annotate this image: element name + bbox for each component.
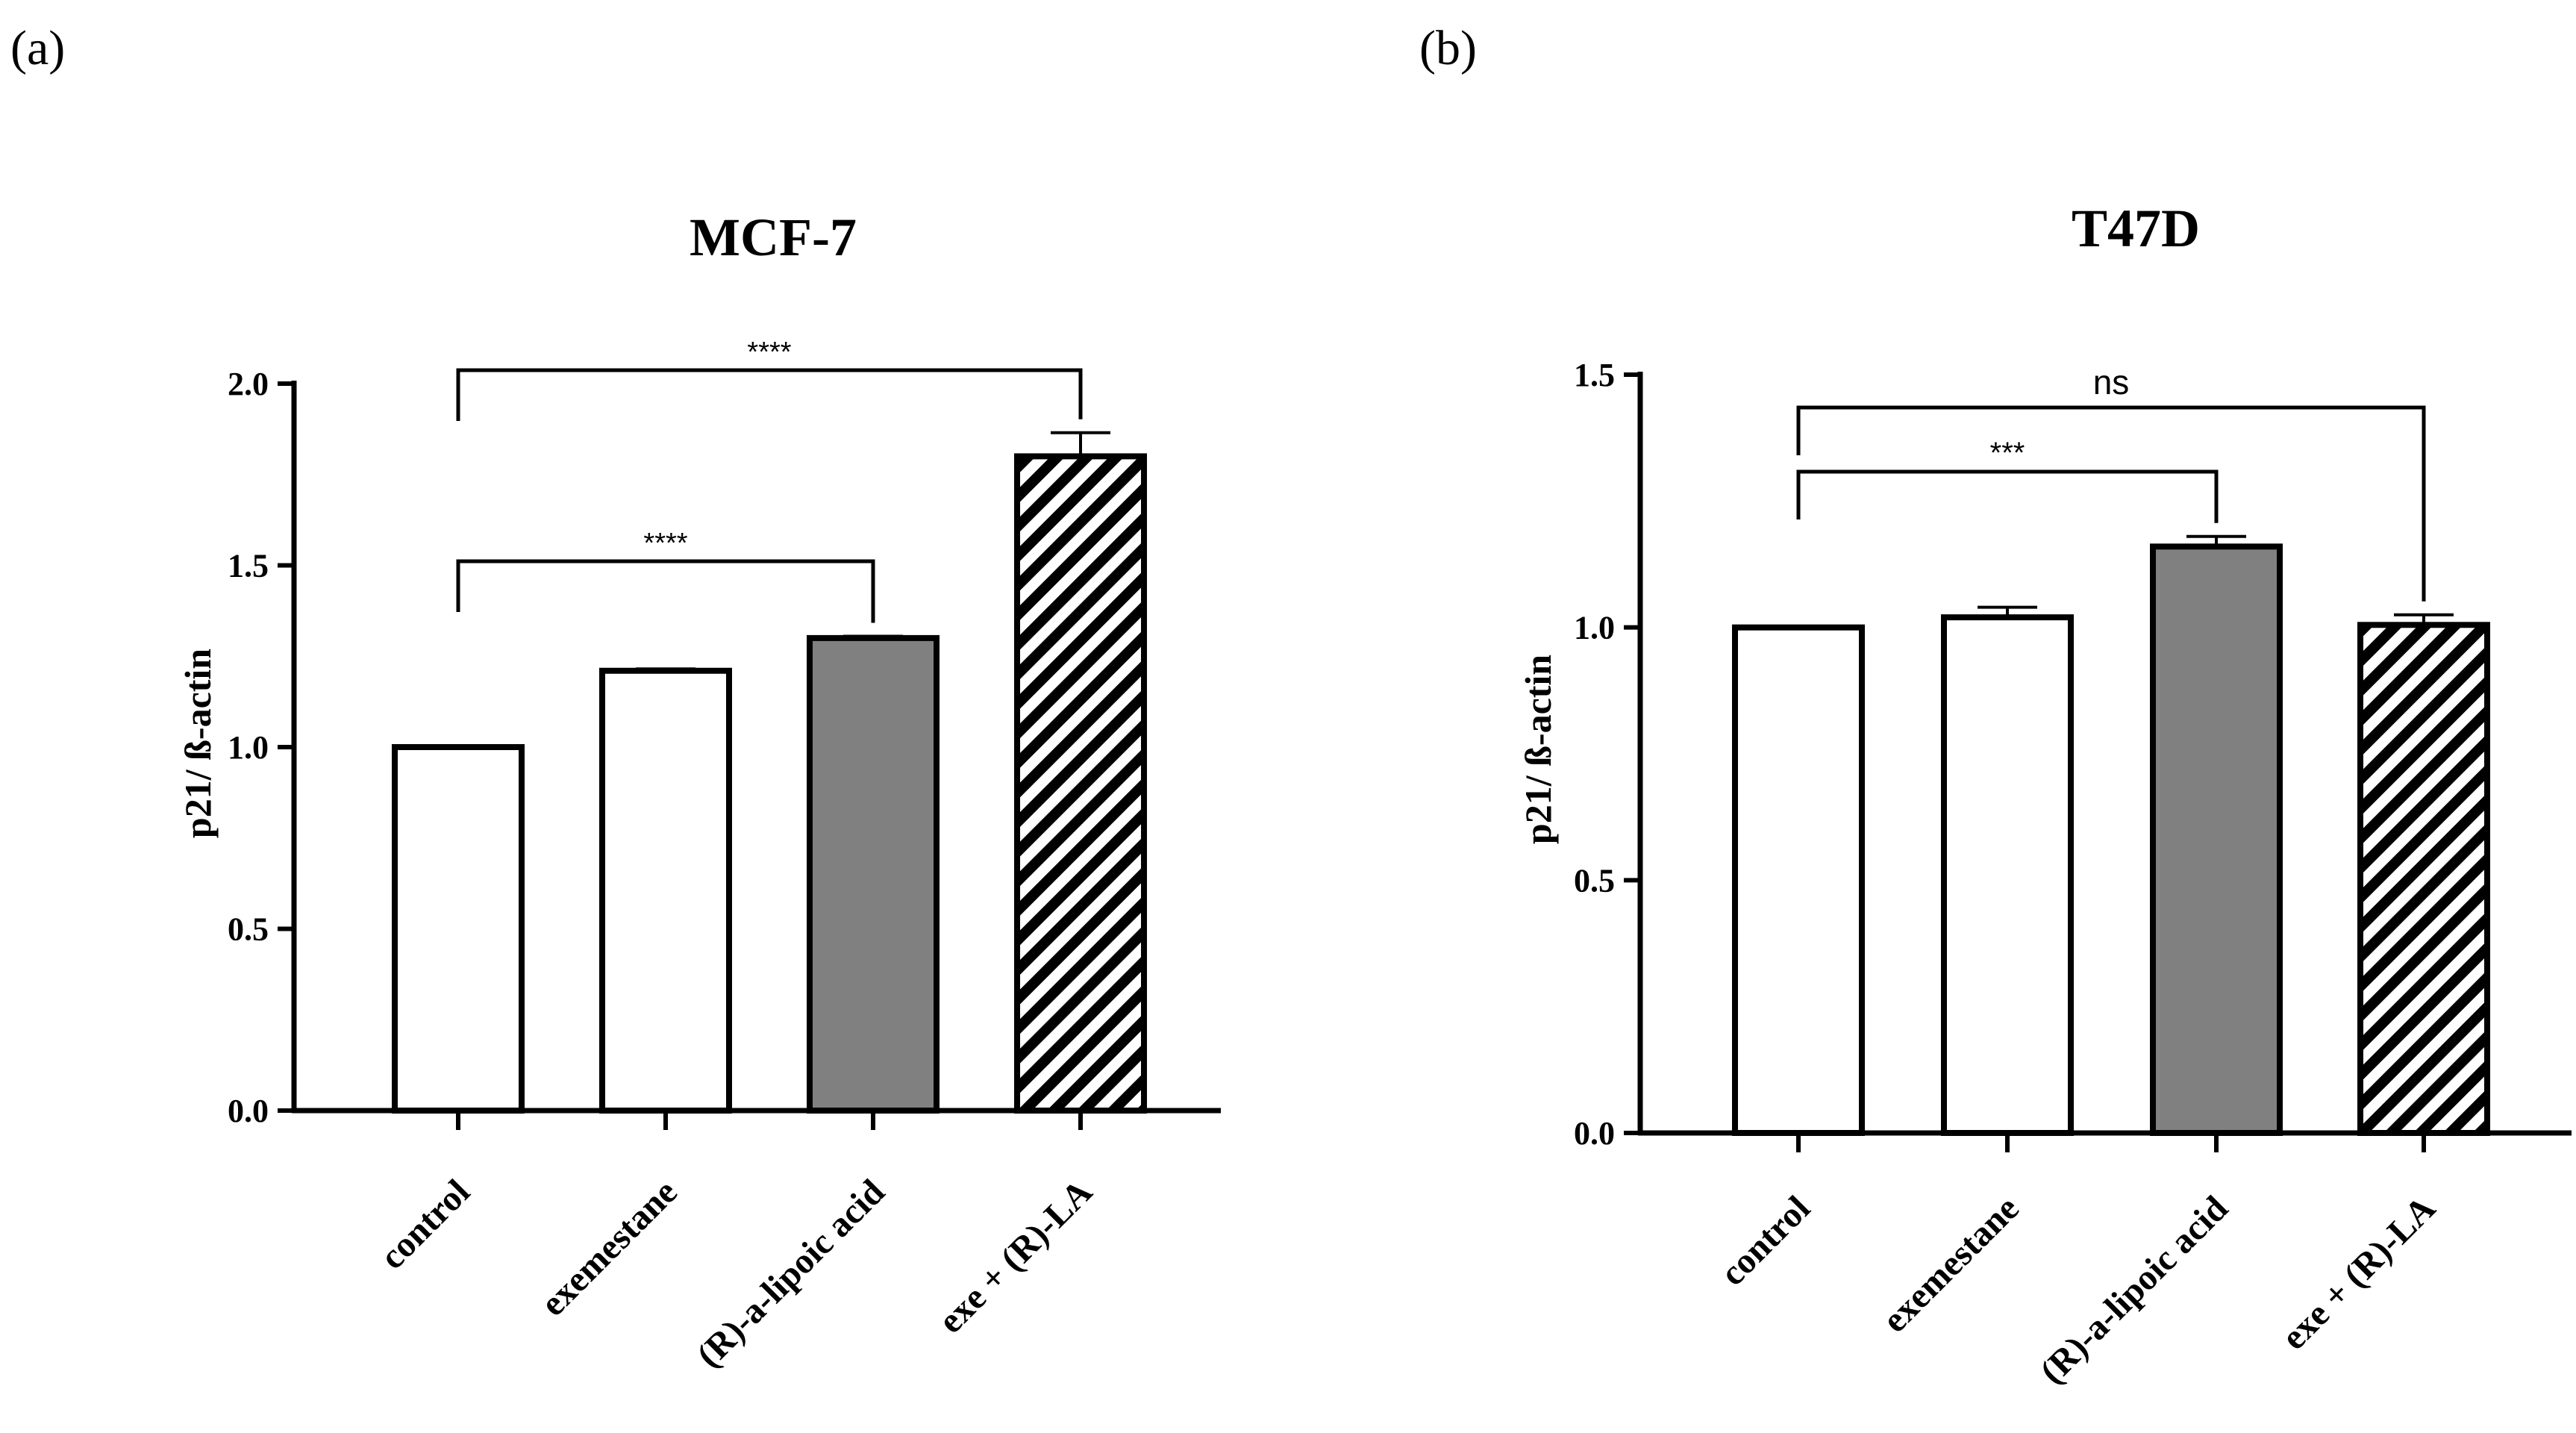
chart-a-title: MCF-7: [690, 207, 857, 267]
chart-b-ylabel: p21/ ß-actin: [1517, 655, 1559, 844]
significance-label-b-1: ***: [1990, 437, 2025, 469]
panel-a-label: (a): [10, 21, 65, 75]
y-tick-label-a-2: 1.0: [228, 729, 269, 766]
bar-a-2: [599, 667, 732, 1114]
panel-b: (b) T47D p21/ ß-actin 0.0 0.5 1.0 1.5 contro…: [1419, 21, 2572, 1392]
y-tick-label-a-1: 0.5: [228, 911, 269, 948]
bar-b-3: [2150, 543, 2283, 1136]
bar-a-3: [807, 634, 940, 1114]
bar-a-1: [392, 744, 525, 1114]
chart-b-plot: 0.0 0.5 1.0 1.5 control exemestane (R)-a-lipoi…: [1574, 357, 2572, 1392]
bar-b-4: [2357, 622, 2490, 1136]
significance-bracket-b-1: [1796, 469, 2219, 523]
category-label-b-3: (R)-a-lipoic acid: [2033, 1188, 2236, 1391]
bar-b-2: [1941, 614, 2074, 1136]
chart-a-plot: 0.0 0.5 1.0 1.5 2.0 control exemestane (R)-a-li…: [228, 337, 1221, 1376]
panel-a: (a) MCF-7 p21/ ß-actin 0.0 0.5 1.0 1.5 2.0 co…: [10, 21, 1221, 1376]
category-label-b-4: exe + (R)-LA: [2274, 1188, 2443, 1358]
category-label-a-2: exemestane: [533, 1172, 684, 1323]
y-tick-label-a-4: 2.0: [228, 366, 269, 402]
category-label-a-4: exe + (R)-LA: [931, 1172, 1100, 1341]
bar-a-4: [1014, 453, 1147, 1114]
y-tick-label-a-3: 1.5: [228, 548, 269, 584]
category-label-a-3: (R)-a-lipoic acid: [690, 1172, 892, 1375]
significance-label-a-2: ****: [747, 337, 791, 368]
chart-a-ylabel: p21/ ß-actin: [177, 649, 219, 838]
significance-bracket-a-1: [456, 559, 875, 623]
significance-label-a-1: ****: [643, 528, 687, 559]
y-tick-label-b-1: 0.5: [1574, 862, 1615, 899]
category-label-b-1: control: [1713, 1188, 1818, 1293]
y-tick-label-a-0: 0.0: [228, 1093, 269, 1129]
y-tick-label-b-3: 1.5: [1574, 357, 1615, 393]
significance-label-b-2: ns: [2093, 363, 2130, 402]
y-tick-label-b-2: 1.0: [1574, 610, 1615, 646]
bar-b-1: [1732, 624, 1865, 1136]
panel-b-label: (b): [1419, 21, 1477, 75]
significance-bracket-a-2: [456, 368, 1083, 421]
significance-bracket-b-2: [1796, 405, 2426, 602]
category-label-b-2: exemestane: [1875, 1188, 2026, 1340]
category-label-a-1: control: [372, 1172, 478, 1277]
chart-b-title: T47D: [2072, 199, 2200, 258]
y-tick-label-b-0: 0.0: [1574, 1115, 1615, 1152]
